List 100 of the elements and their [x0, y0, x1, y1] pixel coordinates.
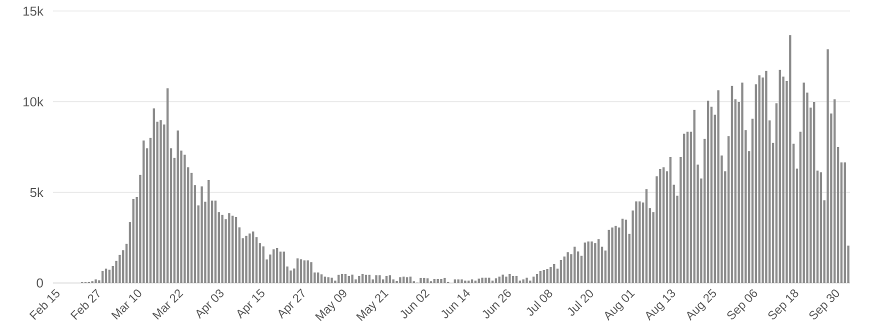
bar — [436, 279, 439, 283]
x-tick-label: Mar 10 — [111, 290, 142, 320]
bar — [378, 275, 381, 283]
bar — [539, 271, 542, 283]
bar — [200, 186, 203, 283]
bar — [152, 108, 156, 283]
bar — [706, 100, 710, 283]
bar — [303, 260, 306, 283]
bar — [344, 274, 347, 283]
bar — [574, 246, 576, 283]
x-tick-label: Jun 14 — [441, 289, 470, 318]
bar — [844, 162, 846, 283]
bar — [409, 276, 412, 283]
x-tick-label: Apr 03 — [196, 289, 224, 319]
bar — [812, 102, 816, 283]
bar — [94, 279, 97, 283]
bar — [730, 86, 734, 283]
bar — [340, 274, 344, 283]
bar — [645, 189, 648, 283]
x-tick-label: Jul 08 — [526, 290, 552, 316]
bar — [536, 274, 538, 283]
bar — [758, 75, 760, 283]
bar — [234, 216, 238, 283]
bar — [310, 262, 312, 283]
bar — [587, 241, 590, 283]
bar — [351, 274, 354, 283]
bar — [594, 243, 596, 283]
bar — [142, 140, 145, 283]
x-tick-label: Sep 18 — [768, 289, 798, 320]
bar — [388, 275, 392, 283]
x-tick-label: Apr 15 — [237, 288, 264, 319]
bar — [515, 276, 518, 283]
bar — [160, 120, 162, 283]
bar — [290, 270, 292, 283]
x-tick-label: Aug 01 — [604, 290, 635, 321]
bar — [282, 252, 285, 283]
bar — [778, 70, 781, 283]
bar — [176, 130, 179, 283]
bar — [765, 70, 768, 283]
x-tick-label: Feb 15 — [29, 289, 60, 320]
bar — [546, 269, 548, 283]
bar — [399, 277, 402, 283]
bar — [306, 260, 309, 283]
bar — [502, 274, 504, 283]
bar — [683, 134, 686, 283]
bar — [820, 172, 822, 283]
bar — [221, 214, 224, 283]
bar — [317, 272, 320, 283]
bar — [460, 279, 463, 283]
x-tick-label: Apr 27 — [278, 288, 304, 319]
x-tick-label: Mar 22 — [152, 289, 184, 320]
bar — [526, 278, 528, 283]
bar — [584, 242, 586, 283]
bar — [166, 88, 169, 283]
bar — [457, 279, 460, 283]
x-tick-label: Sep 30 — [809, 290, 840, 320]
bar — [208, 180, 210, 283]
bar — [184, 154, 186, 283]
bar — [566, 252, 569, 283]
bar — [420, 278, 422, 283]
bar — [488, 278, 490, 283]
y-tick-label: 15k — [23, 6, 44, 16]
bar — [542, 270, 545, 283]
bar — [834, 99, 836, 283]
bar — [231, 216, 234, 283]
bar — [662, 167, 665, 283]
y-tick-label: 0 — [36, 278, 43, 288]
bar — [789, 35, 792, 283]
bar — [611, 228, 614, 283]
bar — [624, 220, 628, 283]
bar — [108, 270, 111, 283]
bar — [560, 260, 562, 283]
bar — [614, 226, 617, 283]
bar — [252, 232, 254, 283]
bar — [826, 49, 829, 283]
bar — [262, 246, 264, 283]
bar — [621, 218, 624, 283]
bar — [478, 278, 480, 283]
bar — [635, 201, 638, 283]
bar — [358, 276, 360, 283]
bar — [385, 276, 388, 283]
bar — [348, 276, 350, 283]
bar — [433, 279, 436, 283]
x-tick-label: Feb 27 — [70, 288, 100, 320]
bar — [375, 275, 378, 283]
bar — [686, 132, 689, 283]
bar — [484, 278, 487, 283]
x-tick-label: Jul 20 — [568, 290, 593, 316]
bar — [245, 236, 248, 283]
bar — [330, 278, 333, 283]
bar — [597, 239, 600, 283]
bar — [324, 276, 326, 283]
bar — [228, 213, 230, 283]
bar — [553, 264, 556, 283]
bar — [402, 276, 405, 283]
x-tick-label: Aug 13 — [646, 289, 676, 321]
bar — [279, 252, 282, 283]
bar — [296, 258, 299, 283]
bar — [498, 276, 500, 283]
bar — [300, 259, 302, 283]
